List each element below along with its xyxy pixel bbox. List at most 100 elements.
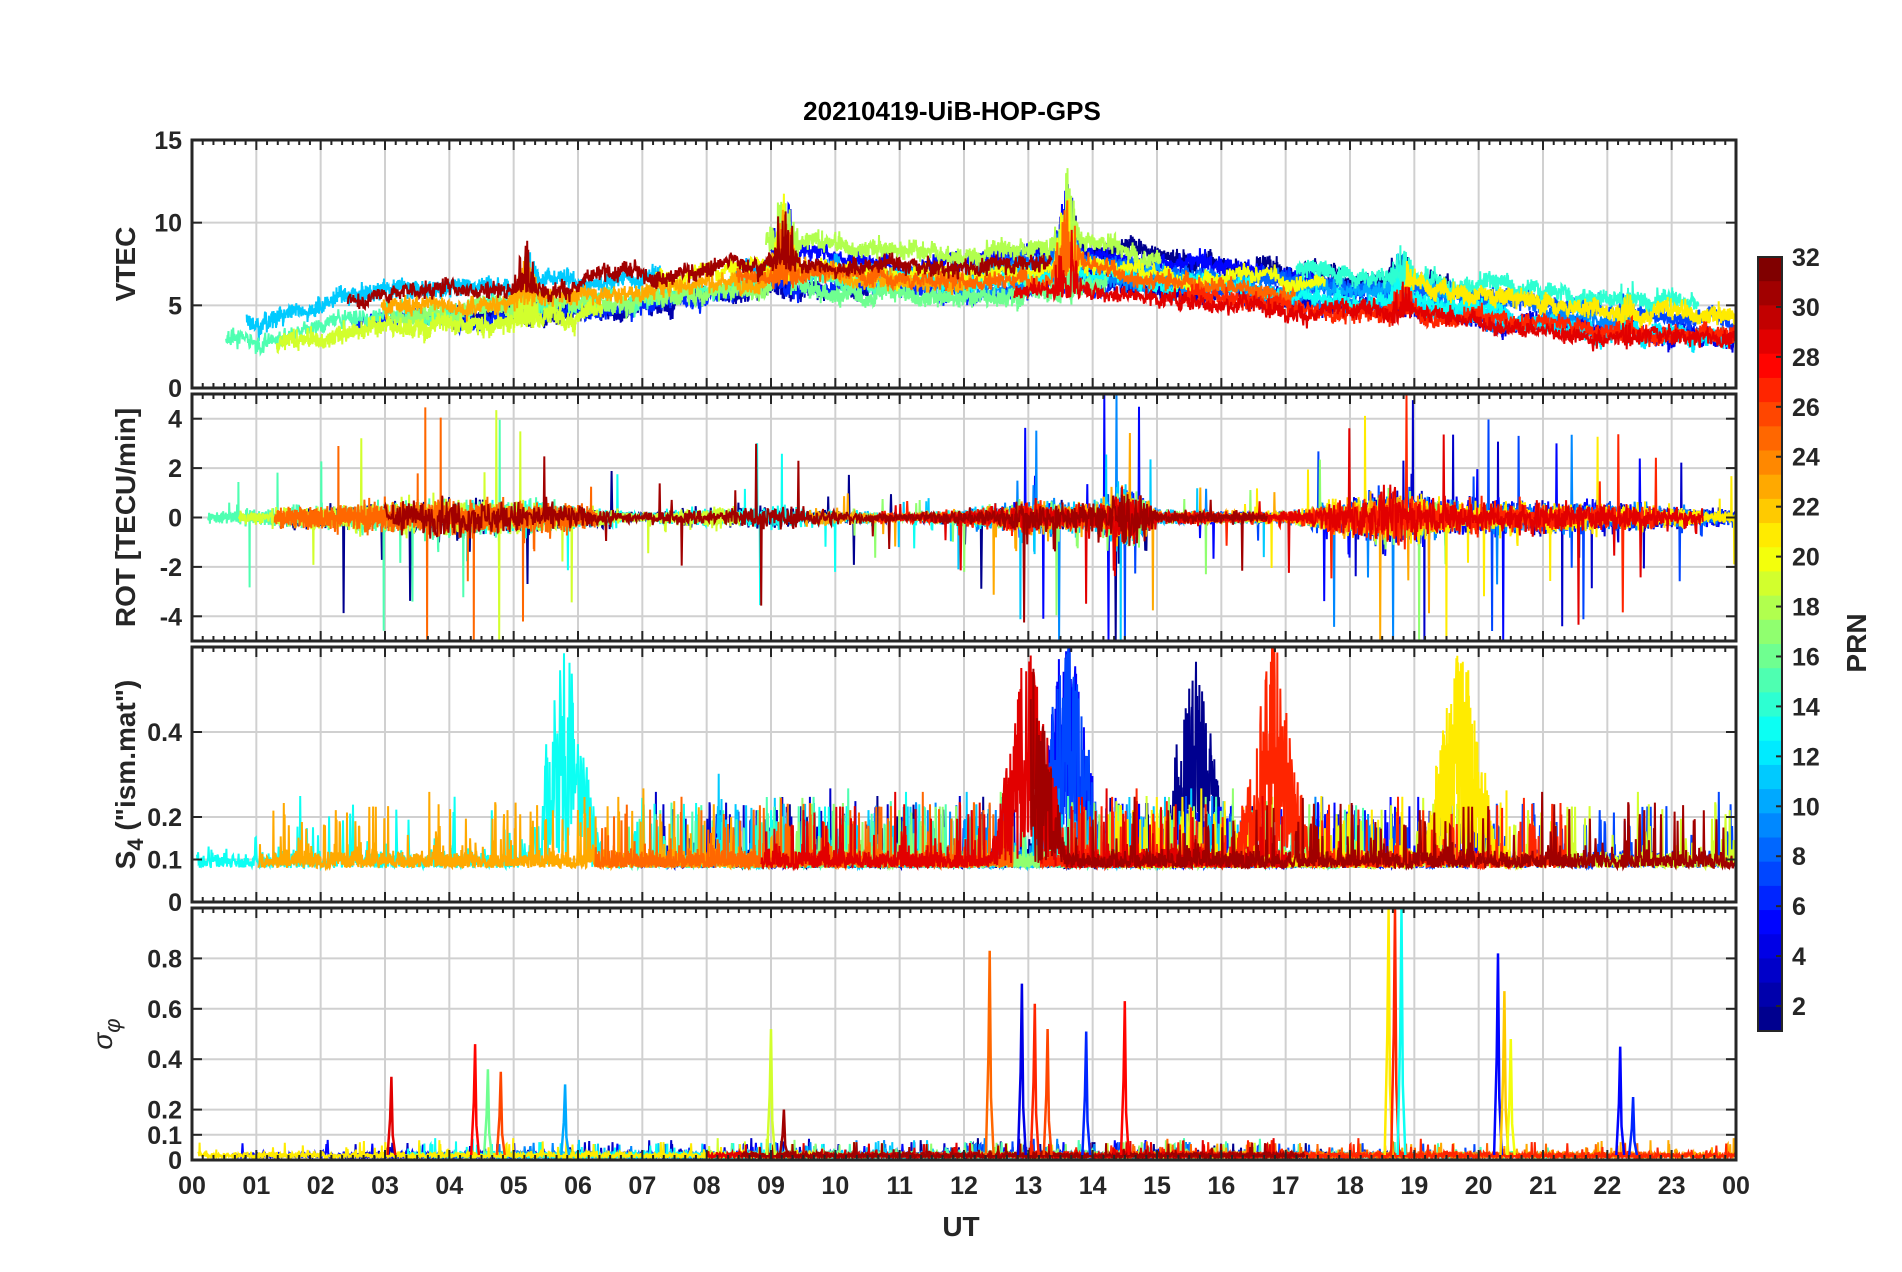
x-tick-label: 03	[371, 1172, 399, 1200]
sigma-phi-spike	[1119, 1001, 1130, 1156]
colorbar-cell	[1758, 329, 1782, 355]
y-tick-label: 0.1	[147, 1122, 182, 1150]
vtec-prn-31-trace	[346, 211, 1053, 311]
colorbar-cell	[1758, 281, 1782, 306]
y-tick-label: 0.1	[147, 847, 182, 875]
vtec-traces	[225, 168, 1737, 357]
colorbar-cell	[1758, 426, 1782, 452]
y-tick-label: 4	[168, 406, 182, 434]
s4-panel: 0 0.1 0.2 0.4 S4 ("ism.mat")	[110, 645, 1738, 917]
s4-traces	[196, 647, 1737, 872]
x-tick-label: 16	[1207, 1172, 1235, 1200]
x-tick-label: 22	[1593, 1172, 1621, 1200]
rot-panel: -4 -2 0 2 4 ROT [TECU/min]	[110, 392, 1738, 643]
colorbar-cell	[1758, 668, 1782, 693]
x-tick-label: 13	[1014, 1172, 1042, 1200]
colorbar-cells	[1758, 257, 1782, 1032]
colorbar-cell	[1758, 716, 1782, 742]
colorbar-cell	[1758, 305, 1782, 331]
y-tick-label: 0.4	[147, 1046, 182, 1074]
colorbar-tick-label: 24	[1792, 444, 1820, 472]
s4-ylabel-main: S	[110, 851, 141, 870]
vtec-x-tickmarks	[191, 140, 1737, 388]
vtec-panel: 0 5 10 15 VTEC	[110, 127, 1738, 403]
sigma-phi-spike	[1492, 953, 1504, 1156]
sigma-phi-spike	[1615, 1046, 1626, 1156]
colorbar-cell	[1758, 523, 1782, 548]
colorbar-label: PRN	[1841, 613, 1872, 672]
colorbar-cell	[1758, 595, 1782, 621]
x-tick-label: 19	[1400, 1172, 1428, 1200]
sigma-phi-spike	[1081, 1031, 1092, 1156]
y-tick-label: 5	[168, 292, 182, 320]
y-tick-label: 15	[154, 127, 182, 155]
sigma-phi-spike	[1499, 991, 1510, 1156]
y-tick-label: 0.8	[147, 945, 182, 973]
vtec-prn-18-trace	[765, 168, 1162, 273]
colorbar-cell	[1758, 837, 1782, 863]
colorbar-cell	[1758, 740, 1782, 766]
x-tick-label: 18	[1336, 1172, 1364, 1200]
x-tick-label: 20	[1465, 1172, 1493, 1200]
x-tick-label: 15	[1143, 1172, 1171, 1200]
y-tick-label: 0.4	[147, 719, 182, 747]
y-tick-label: 0	[168, 1147, 182, 1175]
sigma-phi-spike	[778, 1109, 789, 1156]
sigma-phi-spike	[765, 1028, 777, 1156]
x-axis-label: UT	[942, 1211, 979, 1242]
vtec-prn-29-trace	[1013, 229, 1737, 352]
sigma-phi-spike	[495, 1071, 506, 1156]
sigma-phi-spike	[1042, 1028, 1053, 1156]
x-tick-label: 05	[500, 1172, 528, 1200]
colorbar-cell	[1758, 958, 1782, 984]
colorbar-cell	[1758, 474, 1782, 500]
colorbar-tick-label: 26	[1792, 394, 1820, 422]
sigma-phi-traces	[197, 908, 1737, 1162]
x-tick-label: 00	[178, 1172, 206, 1200]
colorbar-cell	[1758, 692, 1782, 718]
sigma-phi-spike	[984, 950, 995, 1156]
colorbar-frame	[1757, 256, 1783, 1032]
sigma-phi-spike	[482, 1069, 494, 1156]
sigma-phi-grid	[192, 908, 1736, 1160]
colorbar-cell	[1758, 934, 1782, 960]
y-tick-label: -2	[160, 554, 182, 582]
sigma-phi-y-ticks: 00.10.2 0.4 0.6 0.8	[147, 945, 1736, 1175]
colorbar-tick-label: 4	[1792, 943, 1806, 971]
x-tick-label: 08	[693, 1172, 721, 1200]
colorbar-cell	[1758, 861, 1782, 887]
colorbar-cell	[1758, 498, 1782, 524]
s4-ylabel-sub: 4	[123, 838, 148, 851]
colorbar-tick-label: 8	[1792, 843, 1806, 871]
vtec-prn-19-trace	[275, 275, 603, 355]
colorbar-cell	[1758, 353, 1782, 379]
y-tick-label: 0	[168, 889, 182, 917]
colorbar-tick-label: 30	[1792, 294, 1820, 322]
sigma-phi-ylabel-sub: φ	[100, 1018, 125, 1032]
y-tick-label: -4	[160, 603, 182, 631]
y-tick-label: 2	[168, 455, 182, 483]
colorbar-cell	[1758, 764, 1782, 790]
colorbar-tick-label: 12	[1792, 743, 1820, 771]
x-tick-label: 14	[1079, 1172, 1107, 1200]
s4-y-ticks: 0 0.1 0.2 0.4	[147, 719, 1736, 917]
s4-prn-29-trace	[760, 655, 1291, 872]
colorbar-cell	[1758, 257, 1782, 282]
vtec-ylabel: VTEC	[110, 227, 141, 302]
rot-x-tickmarks	[191, 394, 1737, 641]
x-tick-label: 00	[1722, 1172, 1750, 1200]
sigma-phi-spike	[469, 1044, 481, 1156]
vtec-prn-21-trace	[1403, 260, 1737, 329]
colorbar-tick-label: 16	[1792, 643, 1820, 671]
sigma-phi-spike	[386, 1076, 397, 1156]
colorbar-cell	[1758, 571, 1782, 597]
x-tick-label: 12	[950, 1172, 978, 1200]
y-tick-label: 0.6	[147, 996, 182, 1024]
sigma-phi-ylabel-main: σ	[87, 1032, 118, 1050]
x-tick-label: 02	[307, 1172, 335, 1200]
colorbar-cell	[1758, 1006, 1782, 1032]
s4-ylabel-tail: ("ism.mat")	[110, 680, 141, 839]
colorbar-cell	[1758, 547, 1782, 573]
